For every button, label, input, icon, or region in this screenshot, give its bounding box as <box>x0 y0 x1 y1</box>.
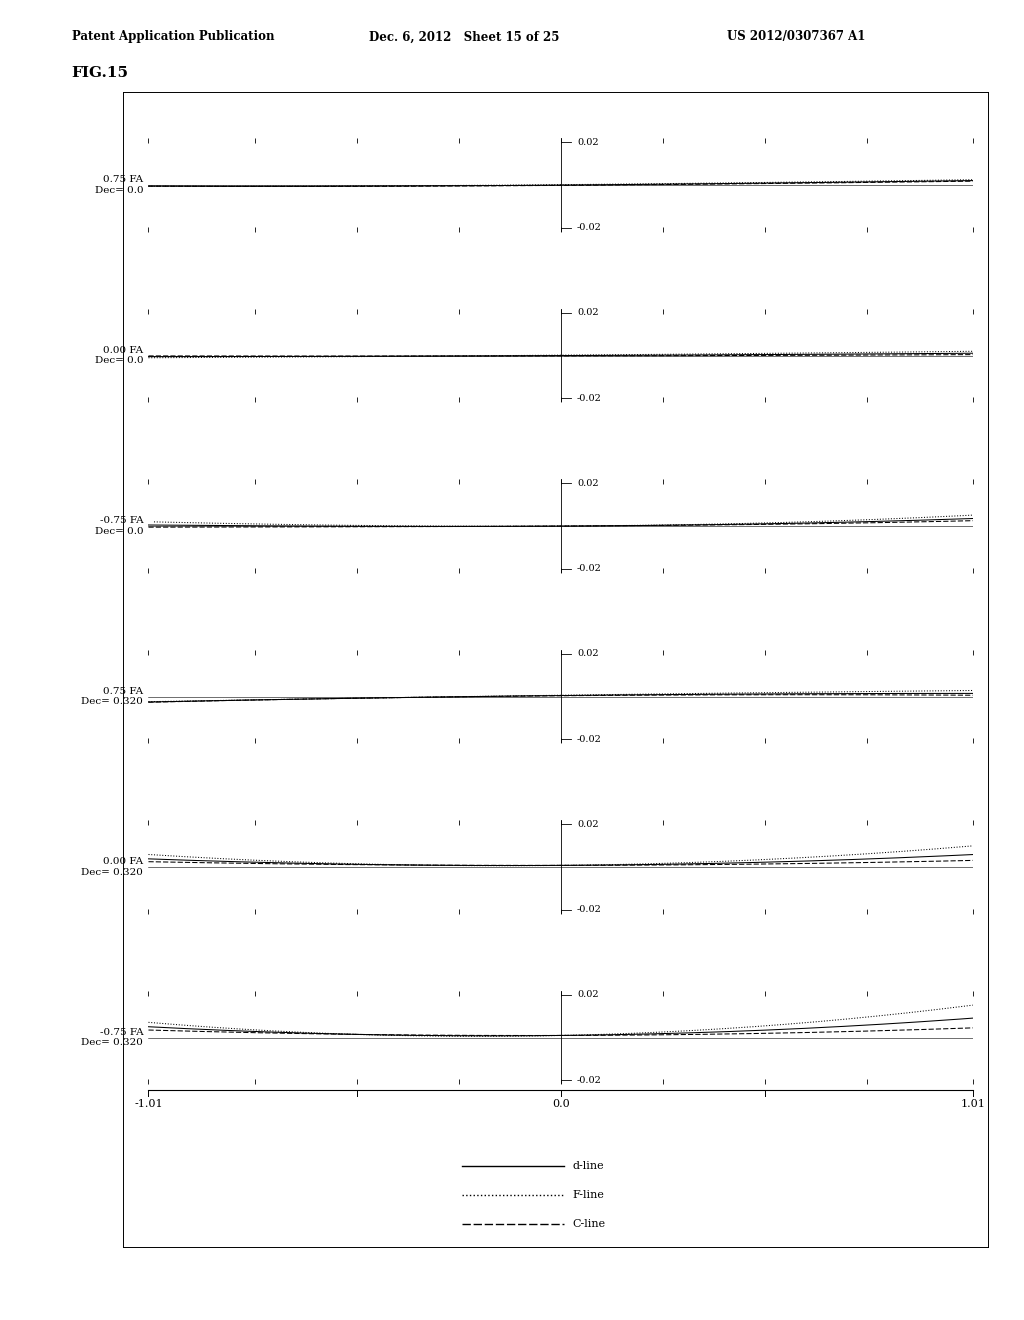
Text: -0.02: -0.02 <box>577 735 602 743</box>
Text: US 2012/0307367 A1: US 2012/0307367 A1 <box>727 30 865 44</box>
Text: 0.75 FA
Dec= 0.0: 0.75 FA Dec= 0.0 <box>95 176 143 195</box>
Text: C-line: C-line <box>572 1218 605 1229</box>
Text: 0.02: 0.02 <box>577 479 599 488</box>
Text: 0.02: 0.02 <box>577 990 599 999</box>
Text: FIG.15: FIG.15 <box>72 66 129 81</box>
Text: d-line: d-line <box>572 1160 604 1171</box>
Text: 0.0: 0.0 <box>552 1100 569 1109</box>
Text: -0.02: -0.02 <box>577 223 602 232</box>
Text: 0.75 FA
Dec= 0.320: 0.75 FA Dec= 0.320 <box>82 686 143 706</box>
Text: -0.02: -0.02 <box>577 906 602 915</box>
Text: Dec. 6, 2012   Sheet 15 of 25: Dec. 6, 2012 Sheet 15 of 25 <box>369 30 559 44</box>
Text: 0.02: 0.02 <box>577 309 599 318</box>
Text: 0.00 FA
Dec= 0.0: 0.00 FA Dec= 0.0 <box>95 346 143 366</box>
Text: Patent Application Publication: Patent Application Publication <box>72 30 274 44</box>
Text: -1.01: -1.01 <box>134 1100 163 1109</box>
Text: 1.01: 1.01 <box>961 1100 985 1109</box>
Text: -0.02: -0.02 <box>577 393 602 403</box>
Text: 0.00 FA
Dec= 0.320: 0.00 FA Dec= 0.320 <box>82 858 143 876</box>
Text: 0.02: 0.02 <box>577 820 599 829</box>
Text: -0.02: -0.02 <box>577 1076 602 1085</box>
Text: F-line: F-line <box>572 1189 604 1200</box>
Text: -0.02: -0.02 <box>577 564 602 573</box>
Text: -0.75 FA
Dec= 0.0: -0.75 FA Dec= 0.0 <box>95 516 143 536</box>
Text: 0.02: 0.02 <box>577 139 599 147</box>
Text: -0.75 FA
Dec= 0.320: -0.75 FA Dec= 0.320 <box>82 1028 143 1047</box>
Text: 0.02: 0.02 <box>577 649 599 659</box>
